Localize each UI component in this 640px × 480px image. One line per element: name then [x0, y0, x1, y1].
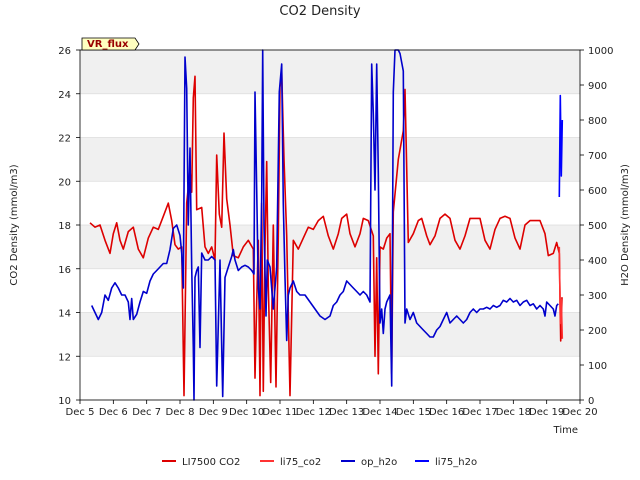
y2-tick-label: 0 — [588, 396, 594, 407]
y-tick-label: 22 — [58, 134, 71, 145]
x-tick-label: Dec 9 — [199, 407, 228, 418]
y-axis-label: CO2 Density (mmol/m3) — [9, 164, 20, 285]
y2-tick-label: 100 — [588, 361, 607, 372]
y-tick-label: 24 — [58, 90, 71, 101]
legend-label: LI7500 CO2 — [182, 457, 240, 468]
y-tick-label: 12 — [58, 352, 71, 363]
y-tick-label: 20 — [58, 177, 71, 188]
y2-tick-label: 300 — [588, 291, 607, 302]
legend: LI7500 CO2 li75_co2 op_h2o li75_h2o — [162, 457, 477, 468]
y-axis-right: 0 100 200 300 400 500 600 700 800 900 1000 — [580, 46, 613, 407]
series-lines — [89, 49, 564, 401]
x-tick-label: Dec 11 — [262, 407, 297, 418]
x-tick-label: Dec 19 — [529, 407, 564, 418]
x-tick-label: Dec 8 — [166, 407, 195, 418]
x-tick-label: Dec 7 — [132, 407, 161, 418]
x-tick-label: Dec 15 — [396, 407, 431, 418]
series-line-li75-co2 — [558, 246, 564, 339]
x-tick-label: Dec 18 — [496, 407, 531, 418]
annotation-box: VR_flux — [81, 37, 140, 51]
y2-tick-label: 200 — [588, 326, 607, 337]
y2-tick-label: 500 — [588, 221, 607, 232]
legend-label: li75_co2 — [280, 457, 321, 468]
y-tick-label: 14 — [58, 309, 71, 320]
y-tick-label: 18 — [58, 221, 71, 232]
annotation-label: VR_flux — [87, 39, 129, 50]
chart-title: CO2 Density — [279, 4, 360, 19]
legend-label: op_h2o — [361, 457, 397, 468]
x-tick-label: Dec 12 — [296, 407, 331, 418]
plot-bands — [80, 50, 580, 357]
series-line-li75-h2o — [558, 94, 564, 198]
plot-band — [80, 312, 580, 357]
x-tick-label: Dec 17 — [462, 407, 497, 418]
x-axis-label: Time — [553, 425, 578, 436]
y-tick-label: 16 — [58, 265, 71, 276]
x-tick-label: Dec 16 — [429, 407, 464, 418]
x-tick-label: Dec 10 — [229, 407, 264, 418]
x-tick-label: Dec 14 — [362, 407, 397, 418]
y2-tick-label: 800 — [588, 116, 607, 127]
plot-band — [80, 50, 580, 94]
legend-label: li75_h2o — [435, 457, 477, 468]
y-tick-label: 10 — [58, 396, 71, 407]
x-tick-label: Dec 20 — [562, 407, 597, 418]
y-tick-label: 26 — [58, 46, 71, 57]
x-tick-label: Dec 6 — [99, 407, 128, 418]
plot-band — [80, 137, 580, 182]
x-tick-label: Dec 13 — [329, 407, 364, 418]
y2-tick-label: 400 — [588, 256, 607, 267]
series-line-op-h2o — [90, 49, 559, 401]
plot-band — [80, 225, 580, 269]
x-tick-label: Dec 5 — [66, 407, 95, 418]
y2-tick-label: 700 — [588, 151, 607, 162]
y2-axis-label: H2O Density (mmol/m3) — [620, 164, 631, 286]
y-axis-left: 10 12 14 16 18 20 22 24 26 — [58, 46, 80, 407]
y2-tick-label: 900 — [588, 81, 607, 92]
y2-tick-label: 1000 — [588, 46, 613, 57]
y2-tick-label: 600 — [588, 186, 607, 197]
